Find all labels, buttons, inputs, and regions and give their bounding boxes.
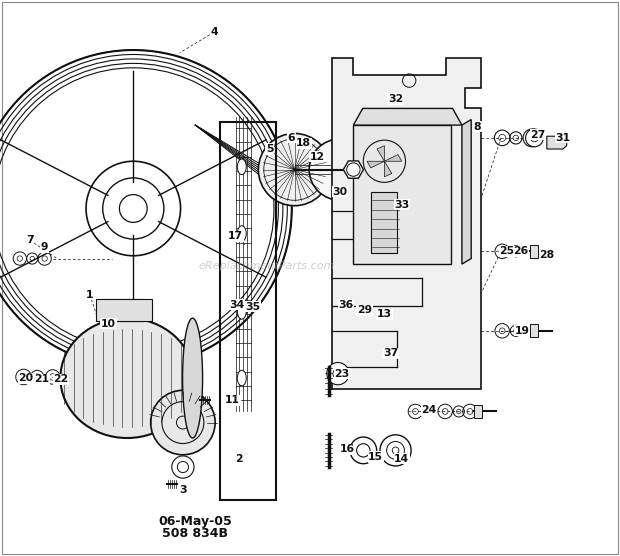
Circle shape <box>327 363 349 385</box>
Text: 33: 33 <box>394 200 409 210</box>
Bar <box>105 299 144 321</box>
Polygon shape <box>384 161 392 177</box>
Polygon shape <box>343 161 363 178</box>
Ellipse shape <box>182 318 203 438</box>
Text: 25: 25 <box>500 246 515 256</box>
Text: 10: 10 <box>101 319 116 329</box>
Polygon shape <box>547 136 567 149</box>
Text: 23: 23 <box>335 369 350 379</box>
Text: 14: 14 <box>394 454 409 464</box>
Circle shape <box>172 456 194 478</box>
Text: 36: 36 <box>339 300 353 310</box>
Text: 35: 35 <box>246 302 260 312</box>
Bar <box>353 125 451 264</box>
Polygon shape <box>367 161 384 168</box>
Ellipse shape <box>237 370 246 386</box>
Bar <box>96 299 152 321</box>
Text: 34: 34 <box>229 300 244 310</box>
Text: 5: 5 <box>266 144 273 154</box>
Text: 26: 26 <box>513 246 528 256</box>
Text: 30: 30 <box>332 187 347 197</box>
Text: 06-May-05: 06-May-05 <box>159 515 232 528</box>
Ellipse shape <box>237 226 246 241</box>
Text: 7: 7 <box>26 235 33 245</box>
Text: 31: 31 <box>556 133 570 143</box>
Bar <box>220 122 276 500</box>
Ellipse shape <box>237 304 246 319</box>
Circle shape <box>350 437 377 464</box>
Bar <box>474 405 482 418</box>
Circle shape <box>151 390 215 455</box>
Circle shape <box>526 129 543 147</box>
Circle shape <box>309 139 370 200</box>
Bar <box>530 245 538 258</box>
Text: 9: 9 <box>41 242 48 252</box>
Circle shape <box>259 133 330 206</box>
Text: 22: 22 <box>53 374 68 384</box>
Text: 24: 24 <box>422 405 436 415</box>
Polygon shape <box>377 146 384 161</box>
Text: 508 834B: 508 834B <box>162 527 228 540</box>
Text: 15: 15 <box>368 452 383 462</box>
Text: 4: 4 <box>210 27 218 37</box>
Polygon shape <box>384 155 402 161</box>
Text: 21: 21 <box>35 374 50 384</box>
Circle shape <box>380 435 411 466</box>
Text: 18: 18 <box>296 138 311 148</box>
Text: 19: 19 <box>515 326 529 336</box>
Text: 20: 20 <box>19 373 33 383</box>
Text: 2: 2 <box>235 454 242 464</box>
Bar <box>530 324 538 337</box>
Text: eReplacementParts.com: eReplacementParts.com <box>198 261 335 271</box>
Text: 29: 29 <box>357 305 372 315</box>
Text: 6: 6 <box>288 133 295 143</box>
Text: 28: 28 <box>539 250 554 260</box>
Text: 3: 3 <box>179 485 187 495</box>
Text: 12: 12 <box>310 152 325 162</box>
Text: 37: 37 <box>383 348 398 358</box>
Text: 16: 16 <box>340 444 355 454</box>
Text: 27: 27 <box>531 130 546 140</box>
Text: 13: 13 <box>377 309 392 319</box>
Text: 8: 8 <box>474 122 481 132</box>
Text: 1: 1 <box>86 290 94 300</box>
Polygon shape <box>353 108 462 125</box>
Bar <box>378 160 395 180</box>
Ellipse shape <box>237 159 246 175</box>
Text: 32: 32 <box>388 94 403 104</box>
Bar <box>371 192 397 253</box>
Text: 11: 11 <box>225 395 240 405</box>
Text: 17: 17 <box>228 231 243 241</box>
Ellipse shape <box>60 318 194 438</box>
Polygon shape <box>332 58 480 389</box>
Polygon shape <box>462 120 471 264</box>
